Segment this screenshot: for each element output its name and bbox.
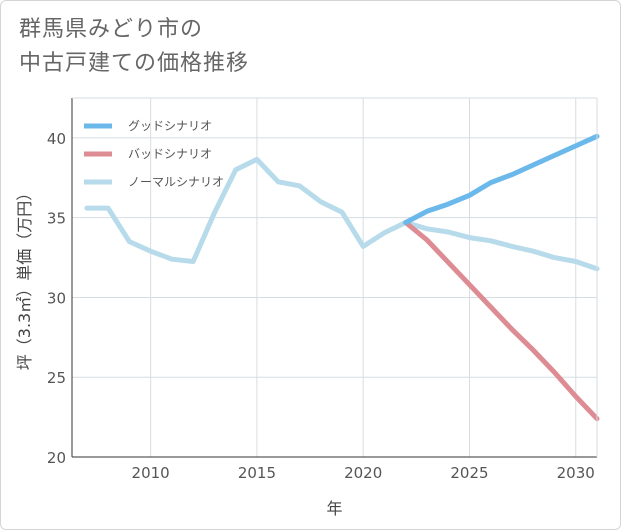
chart-title-line-2: 中古戸建ての価格推移 [19, 51, 250, 76]
series-line-0 [403, 133, 600, 225]
series-line-2 [84, 156, 600, 272]
y-tick-label-20: 20 [47, 449, 66, 467]
y-tick-label-25: 25 [47, 369, 66, 387]
legend-label-1: バッドシナリオ [128, 147, 212, 161]
series-lines [84, 133, 600, 422]
legend-label-0: グッドシナリオ [128, 119, 212, 133]
x-tick-label-2010: 2010 [132, 464, 170, 482]
legend-label-2: ノーマルシナリオ [128, 175, 224, 189]
y-axis-label: 坪（3.3㎡）単価（万円） [15, 185, 34, 370]
grid-lines [72, 98, 597, 458]
x-tick-label-2015: 2015 [238, 464, 276, 482]
axes [71, 97, 598, 458]
series-line-1 [403, 220, 600, 422]
chart-title: 群馬県みどり市の 中古戸建ての価格推移 [19, 13, 249, 81]
y-tick-label-35: 35 [47, 210, 66, 228]
chart-title-line-1: 群馬県みどり市の [19, 17, 204, 42]
x-tick-label-2030: 2030 [557, 464, 595, 482]
y-tick-label-40: 40 [47, 130, 66, 148]
x-tick-label-2025: 2025 [450, 464, 488, 482]
x-tick-label-2020: 2020 [344, 464, 382, 482]
x-axis-label: 年 [326, 499, 342, 518]
y-tick-label-30: 30 [47, 289, 66, 307]
